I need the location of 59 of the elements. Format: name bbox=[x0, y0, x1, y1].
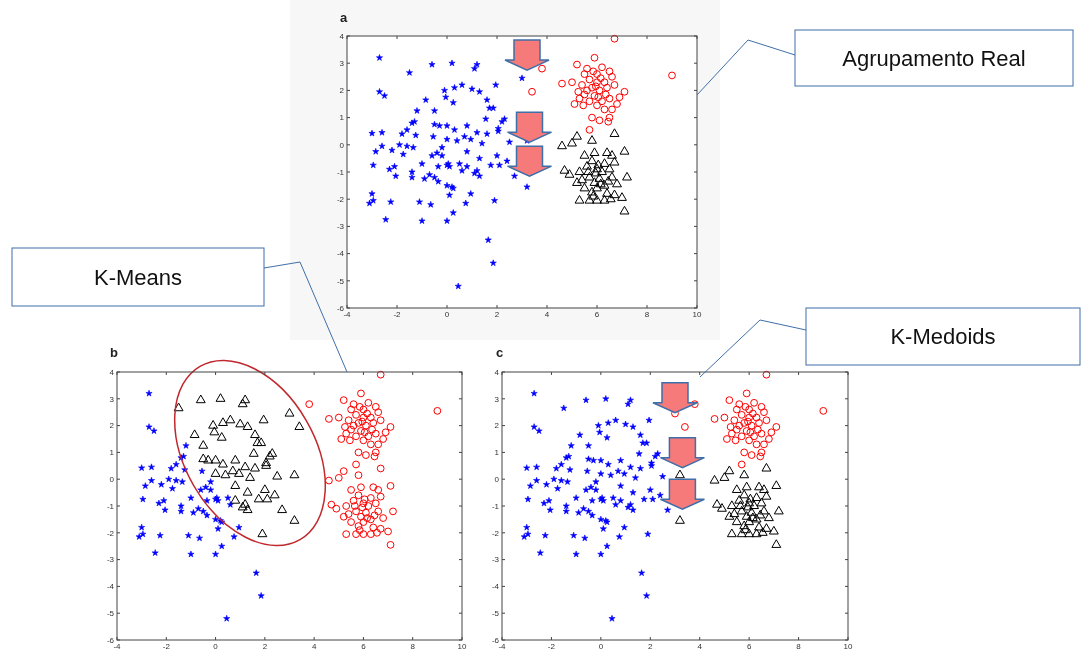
y-tick-label: -6 bbox=[106, 635, 115, 645]
y-tick-label: 2 bbox=[339, 86, 345, 96]
y-tick-label: -1 bbox=[106, 501, 115, 511]
x-tick-label: 0 bbox=[213, 642, 219, 651]
y-tick-label: -5 bbox=[336, 276, 345, 286]
x-tick-label: 8 bbox=[410, 642, 416, 651]
y-tick-label: -1 bbox=[336, 167, 345, 177]
y-tick-label: 4 bbox=[494, 367, 500, 377]
x-tick-label: -2 bbox=[393, 310, 402, 319]
y-tick-label: 1 bbox=[109, 448, 115, 458]
y-tick-label: -2 bbox=[336, 195, 345, 204]
x-tick-label: 0 bbox=[444, 310, 450, 319]
y-tick-label: 4 bbox=[339, 31, 345, 41]
y-tick-label: 3 bbox=[339, 59, 345, 68]
y-tick-label: -5 bbox=[106, 609, 115, 618]
x-tick-label: 2 bbox=[648, 642, 654, 651]
x-tick-label: 6 bbox=[746, 642, 752, 651]
text: K-Means bbox=[93, 264, 183, 290]
chart-title: a bbox=[340, 10, 348, 25]
y-tick-label: -6 bbox=[491, 635, 500, 645]
y-tick-label: 0 bbox=[494, 475, 500, 484]
x-tick-label: 4 bbox=[697, 642, 703, 651]
y-tick-label: -2 bbox=[491, 528, 500, 538]
x-tick-label: 4 bbox=[311, 642, 317, 651]
x-tick-label: 4 bbox=[544, 310, 550, 319]
text: Agrupamento Real bbox=[842, 45, 1026, 71]
y-tick-label: 3 bbox=[109, 394, 115, 404]
chart-title: c bbox=[496, 345, 504, 360]
y-tick-label: -3 bbox=[336, 222, 345, 232]
y-tick-label: 1 bbox=[339, 113, 345, 123]
text: K-Medoids bbox=[890, 324, 996, 350]
x-tick-label: 6 bbox=[361, 642, 367, 651]
x-tick-label: 10 bbox=[843, 642, 853, 651]
y-tick-label: -4 bbox=[491, 582, 500, 592]
x-tick-label: -2 bbox=[162, 642, 171, 651]
y-tick-label: -3 bbox=[491, 555, 500, 565]
x-tick-label: 8 bbox=[796, 642, 802, 651]
chart-title: b bbox=[110, 345, 118, 360]
y-tick-label: 2 bbox=[109, 421, 115, 431]
y-tick-label: -5 bbox=[491, 609, 500, 618]
y-tick-label: -3 bbox=[106, 555, 115, 565]
x-tick-label: 10 bbox=[457, 642, 467, 651]
y-tick-label: -4 bbox=[336, 249, 345, 259]
y-tick-label: 4 bbox=[109, 367, 115, 377]
x-tick-label: 0 bbox=[598, 642, 604, 651]
y-tick-label: 1 bbox=[494, 448, 500, 458]
y-tick-label: 0 bbox=[109, 475, 115, 484]
x-tick-label: -2 bbox=[547, 642, 556, 651]
y-tick-label: -1 bbox=[491, 501, 500, 511]
y-tick-label: 3 bbox=[494, 394, 500, 404]
x-tick-label: 10 bbox=[692, 310, 702, 319]
x-tick-label: 8 bbox=[644, 310, 650, 319]
x-tick-label: 6 bbox=[594, 310, 600, 319]
y-tick-label: -2 bbox=[106, 528, 115, 538]
x-tick-label: 2 bbox=[262, 642, 268, 651]
y-tick-label: 0 bbox=[339, 140, 345, 150]
y-tick-label: 2 bbox=[494, 421, 500, 431]
y-tick-label: -4 bbox=[106, 582, 115, 592]
y-tick-label: -6 bbox=[336, 303, 345, 313]
